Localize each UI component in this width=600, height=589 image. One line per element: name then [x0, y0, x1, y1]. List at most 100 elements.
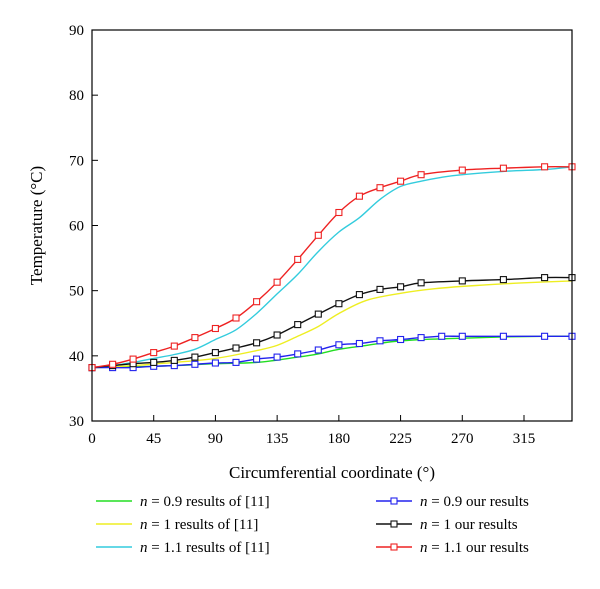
legend-item-1: n = 1 results of [11] — [96, 517, 258, 533]
series-4-point — [253, 339, 261, 347]
legend-series-name: our results — [466, 540, 529, 556]
series-3-point — [438, 332, 446, 340]
legend-n-symbol: n — [420, 494, 428, 510]
y-tick-label: 90 — [69, 23, 84, 39]
series-4-point — [211, 349, 219, 357]
series-5-point — [314, 231, 322, 239]
series-3-point — [314, 346, 322, 354]
legend-item-0: n = 0.9 results of [11] — [96, 494, 270, 510]
series-4-point — [417, 279, 425, 287]
series-3-point — [397, 335, 405, 344]
x-tick-label: 45 — [146, 431, 161, 447]
series-line-4 — [91, 276, 573, 369]
legend-label-4: n = 1 our results — [420, 517, 518, 533]
series-4-point — [376, 285, 384, 293]
series-4-point — [541, 274, 549, 282]
series-4-point — [499, 276, 507, 284]
y-tick-label: 80 — [69, 88, 84, 104]
legend-item-5: n = 1.1 our results — [376, 540, 529, 556]
series-line-2 — [91, 166, 573, 369]
series-5-point — [376, 184, 384, 192]
legend-n-value: = 1 — [148, 517, 175, 533]
legend-n-symbol: n — [420, 517, 428, 533]
series-5-point — [458, 166, 466, 174]
series-5-point — [499, 164, 507, 172]
series-3-point — [232, 358, 240, 366]
series-4-point — [191, 353, 199, 361]
series-5-point — [294, 255, 302, 263]
series-3-point — [376, 337, 384, 345]
legend-marker-3 — [390, 497, 398, 505]
series-3-point — [541, 332, 549, 340]
legend-n-symbol: n — [140, 517, 148, 533]
legend-n-value: = 1.1 — [428, 540, 466, 556]
series-3-point — [191, 360, 199, 368]
series-3-point — [335, 341, 343, 349]
legend-series-name: results of [11] — [186, 540, 270, 556]
series-5-point — [355, 192, 363, 200]
x-tick-label: 315 — [513, 431, 536, 447]
series-4-point — [335, 300, 343, 308]
plot-frame — [91, 29, 573, 422]
y-axis-title: Temperature (°C) — [27, 166, 46, 285]
legend-n-value: = 1.1 — [148, 540, 186, 556]
series-3-point — [294, 350, 302, 358]
legend-marker-5 — [390, 543, 398, 551]
legend-n-value: = 1 — [428, 517, 455, 533]
legend-n-value: = 0.9 — [148, 494, 186, 510]
legend-item-2: n = 1.1 results of [11] — [96, 540, 270, 556]
legend-series-name: results of [11] — [175, 517, 259, 533]
series-4-point — [355, 291, 363, 299]
series-5-point — [397, 177, 405, 185]
y-tick-label: 60 — [69, 219, 84, 235]
legend: n = 0.9 results of [11]n = 1 results of … — [96, 494, 529, 556]
legend-n-symbol: n — [140, 540, 148, 556]
series-4-point — [314, 310, 322, 318]
legend-label-1: n = 1 results of [11] — [140, 517, 258, 533]
y-tick-label: 70 — [69, 153, 84, 169]
series-4-point — [397, 283, 405, 291]
legend-n-symbol: n — [420, 540, 428, 556]
plot-series-layer — [88, 163, 576, 372]
series-3-point — [253, 355, 261, 363]
x-tick-label: 135 — [266, 431, 289, 447]
x-tick-label: 225 — [389, 431, 412, 447]
legend-series-name: our results — [455, 517, 518, 533]
series-5-point — [129, 355, 137, 363]
x-tick-label: 0 — [88, 431, 96, 447]
legend-n-value: = 0.9 — [428, 494, 466, 510]
series-5-point — [232, 314, 240, 322]
series-4-point — [150, 358, 158, 366]
series-line-3 — [92, 335, 572, 369]
x-tick-label: 270 — [451, 431, 474, 447]
series-5-point — [109, 360, 117, 368]
legend-label-0: n = 0.9 results of [11] — [140, 494, 270, 510]
legend-label-2: n = 1.1 results of [11] — [140, 540, 270, 556]
series-3-point — [211, 359, 219, 367]
series-4-point — [170, 356, 178, 364]
y-tick-label: 40 — [69, 349, 84, 365]
legend-item-3: n = 0.9 our results — [376, 494, 529, 510]
series-5-point — [211, 324, 219, 333]
y-tick-label: 50 — [69, 284, 84, 300]
series-3-point — [458, 332, 466, 340]
series-5-point — [541, 163, 549, 171]
series-4-point — [458, 277, 466, 285]
y-tick-label: 30 — [69, 414, 84, 430]
legend-n-symbol: n — [140, 494, 148, 510]
series-3-point — [273, 353, 281, 361]
series-3-point — [417, 334, 425, 342]
legend-series-name: our results — [466, 494, 529, 510]
x-tick-label: 180 — [328, 431, 351, 447]
series-4-point — [273, 331, 281, 339]
series-5-point — [150, 349, 158, 357]
y-axis: 30 40 50 60 70 80 90 — [69, 23, 98, 430]
legend-label-3: n = 0.9 our results — [420, 494, 529, 510]
legend-item-4: n = 1 our results — [376, 517, 518, 533]
x-tick-label: 90 — [208, 431, 223, 447]
series-3-point — [355, 339, 363, 348]
series-5-point — [191, 334, 199, 342]
series-4-point — [232, 344, 240, 352]
series-5-point — [335, 208, 343, 217]
series-5-point — [273, 278, 281, 286]
